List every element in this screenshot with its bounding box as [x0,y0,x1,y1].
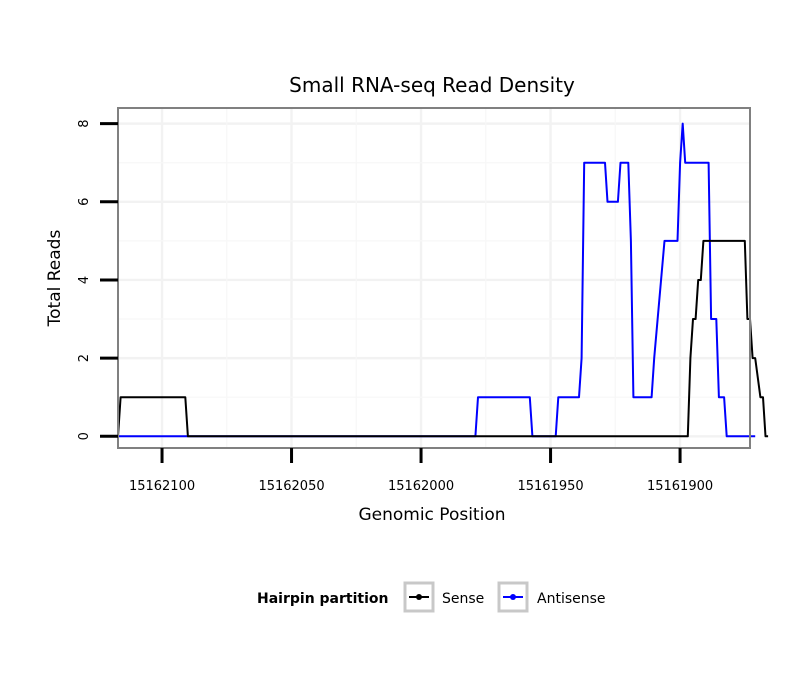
series-layer [117,122,769,438]
series-line-sense [117,239,769,438]
plot-panel-border [117,107,751,449]
x-tick-label-2: 15162000 [388,479,454,494]
legend: Hairpin partition Sense Antisense [257,581,606,613]
grid [118,108,750,448]
legend-dot-antisense [510,594,516,600]
y-tick-label-4: 8 [77,119,92,127]
x-tick-label-0: 15162100 [129,479,195,494]
y-tick-label-2: 4 [77,276,92,284]
chart-title: Small RNA-seq Read Density [289,73,575,97]
x-axis: 15162100 15162050 15162000 15161950 15161900 [129,448,713,494]
legend-item-antisense: Antisense [497,581,606,613]
legend-label-sense: Sense [442,591,484,607]
x-tick-label-3: 15161950 [517,479,583,494]
y-tick-label-1: 2 [77,354,92,362]
legend-dot-sense [416,594,422,600]
legend-title: Hairpin partition [257,591,388,607]
legend-item-sense: Sense [403,581,484,613]
x-axis-title: Genomic Position [358,505,505,525]
y-axis-title: Total Reads [45,230,65,328]
legend-label-antisense: Antisense [537,591,606,607]
y-tick-label-3: 6 [77,198,92,206]
y-tick-label-0: 0 [77,432,92,440]
x-tick-label-4: 15161900 [647,479,713,494]
plot-panel [118,108,750,448]
y-axis: 0 2 4 6 8 [77,119,118,440]
x-tick-label-1: 15162050 [258,479,324,494]
